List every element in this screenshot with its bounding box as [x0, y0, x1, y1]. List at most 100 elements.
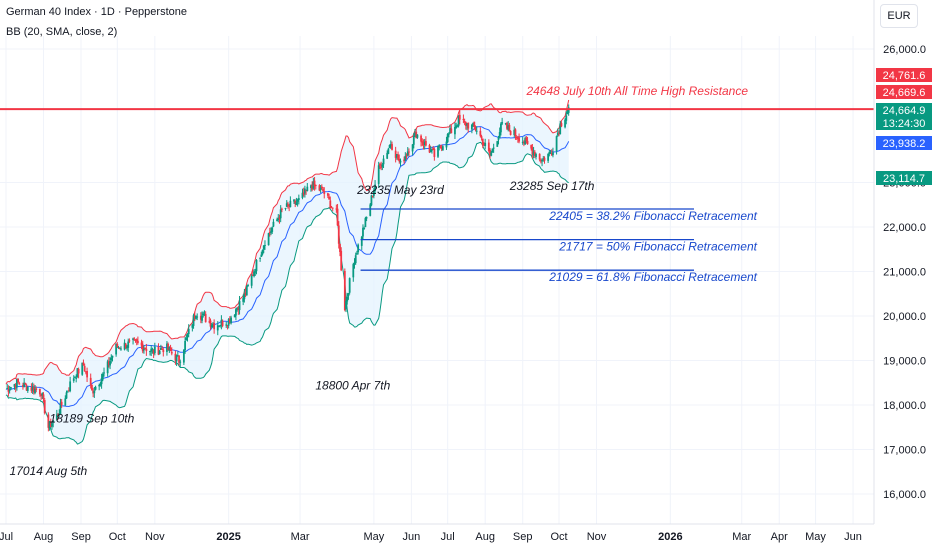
candle-body — [84, 371, 87, 373]
candle-body — [428, 145, 431, 153]
candle-body — [466, 123, 468, 126]
candle-body — [319, 187, 322, 191]
candle-body — [175, 355, 178, 362]
candle-body — [260, 254, 263, 257]
candle-body — [57, 414, 59, 416]
candle-body — [320, 186, 323, 188]
candle-body — [398, 159, 401, 162]
candle-body — [174, 353, 177, 361]
candle-body — [170, 351, 173, 354]
candle-body — [17, 378, 20, 383]
candle-body — [439, 146, 442, 148]
candle-body — [152, 349, 155, 354]
candle-body — [343, 270, 346, 311]
candle-body — [115, 343, 118, 355]
candle-body — [26, 386, 29, 391]
candle-body — [314, 184, 317, 186]
candle-body — [244, 292, 247, 296]
candle-body — [374, 184, 376, 192]
y-tick-label: 19,000.0 — [883, 356, 926, 368]
levels: 24648 July 10th All Time High Resistance… — [0, 84, 874, 284]
candle-body — [158, 350, 161, 355]
candle-body — [389, 144, 392, 146]
candle-body — [490, 152, 493, 156]
candle-body — [353, 262, 356, 265]
candle-body — [328, 196, 330, 200]
low-annotation: 17014 Aug 5th — [10, 464, 88, 478]
candle-body — [514, 129, 517, 136]
candle-body — [93, 390, 96, 394]
candle-body — [369, 204, 372, 216]
candle-body — [74, 376, 76, 378]
indicator-legend: BB (20, SMA, close, 2) — [6, 26, 118, 38]
candle-body — [264, 244, 266, 246]
y-tick-label: 21,000.0 — [883, 267, 926, 279]
candle-body — [262, 245, 265, 250]
candle-body — [483, 144, 485, 146]
candle-body — [447, 133, 450, 135]
candle-body — [311, 184, 314, 190]
candle-body — [339, 243, 341, 252]
bb-upper-line — [5, 99, 570, 385]
low-annotation: 18189 Sep 10th — [50, 412, 135, 426]
candle-body — [449, 128, 452, 134]
candle-body — [35, 388, 38, 390]
x-tick-label: Mar — [732, 531, 751, 543]
candle-body — [323, 191, 326, 194]
candle-body — [272, 221, 275, 227]
candle-body — [500, 123, 502, 133]
candle-body — [294, 201, 297, 204]
candle-body — [552, 152, 554, 156]
candle-body — [124, 343, 127, 349]
candle-body — [422, 142, 425, 146]
candle-body — [429, 150, 432, 152]
candle-body — [352, 264, 355, 278]
candle-body — [220, 319, 223, 326]
candle-body — [549, 152, 552, 154]
candle-body — [348, 278, 351, 293]
candle-body — [213, 322, 216, 330]
candle-body — [40, 394, 42, 397]
candle-body — [243, 293, 246, 300]
candle-body — [412, 136, 415, 145]
candle-body — [533, 151, 536, 156]
candle-body — [251, 274, 254, 276]
candle-body — [208, 321, 211, 323]
candle-body — [377, 165, 380, 184]
candle-body — [267, 233, 270, 246]
candle-body — [132, 338, 134, 341]
candle-body — [518, 137, 520, 142]
candle-body — [136, 340, 139, 343]
bb-lower-line — [5, 141, 569, 445]
resistance-label: 24648 July 10th All Time High Resistance — [525, 84, 748, 98]
candle-body — [555, 136, 558, 152]
candle-body — [230, 317, 232, 324]
candle-body — [416, 134, 419, 138]
candle-body — [117, 347, 120, 349]
candle-body — [91, 384, 93, 391]
candle-body — [509, 131, 512, 135]
candle-body — [59, 402, 62, 414]
candle-body — [151, 348, 154, 350]
candle-body — [92, 390, 95, 394]
candle-body — [347, 293, 350, 297]
candle-body — [250, 275, 253, 286]
candle-body — [247, 284, 249, 286]
currency-button[interactable]: EUR — [880, 4, 918, 28]
x-tick-label: Sep — [71, 531, 91, 543]
candle-body — [420, 135, 422, 142]
candle-body — [455, 125, 458, 128]
candle-body — [285, 203, 288, 207]
candle-body — [228, 318, 231, 323]
candle-body — [101, 373, 104, 380]
candle-body — [463, 120, 466, 122]
candle-body — [219, 325, 222, 327]
candle-body — [313, 180, 316, 187]
x-tick-label: Sep — [513, 531, 533, 543]
candle-body — [58, 413, 61, 415]
price-tag-label: 24,761.6 — [883, 70, 926, 82]
price-tag-label: 24,664.9 — [883, 105, 926, 117]
candle-body — [72, 378, 75, 381]
candle-body — [242, 298, 245, 302]
